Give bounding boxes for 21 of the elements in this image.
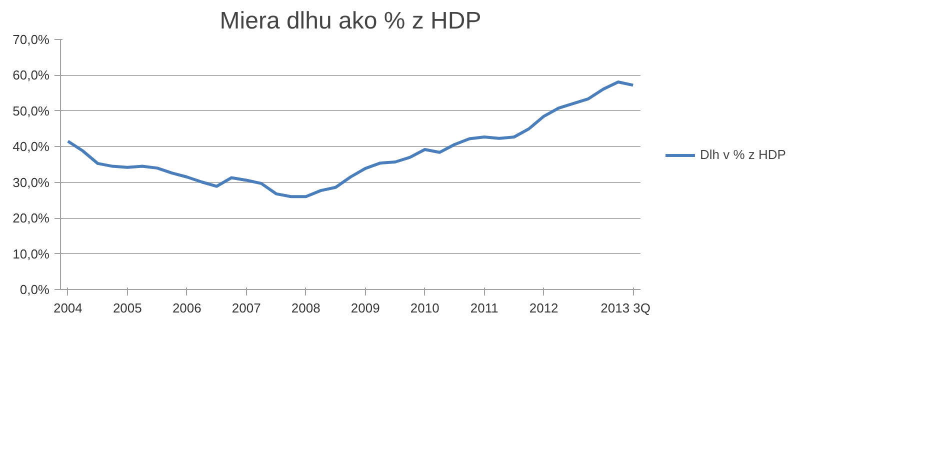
y-tick-label: 40,0% [12, 139, 50, 154]
x-tick-label: 2005 [112, 300, 142, 316]
y-tick-label: 50,0% [12, 103, 50, 118]
x-tick-label: 2010 [410, 300, 440, 316]
line-series [66, 80, 635, 198]
y-tick-label: 20,0% [12, 210, 50, 226]
y-tick-label: 70,0% [12, 32, 50, 47]
x-tick-label: 2007 [232, 300, 261, 316]
y-tick-label: 0,0% [20, 282, 50, 297]
x-tick-label: 2013 3Q [600, 300, 650, 316]
chart-title: Miera dlhu ako % z HDP [220, 8, 482, 34]
x-tick-label: 2011 [470, 300, 498, 316]
x-tick-label: 2008 [291, 300, 320, 316]
x-tick-label: 2006 [172, 300, 202, 316]
y-tick-label: 10,0% [12, 246, 50, 262]
x-tick-label: 2004 [53, 300, 82, 316]
x-tick-label: 2012 [529, 300, 558, 316]
legend-label: Dlh v % z HDP [700, 147, 786, 162]
y-tick-label: 30,0% [12, 174, 50, 190]
y-tick-label: 60,0% [12, 68, 50, 83]
x-tick-label: 2009 [350, 300, 380, 316]
